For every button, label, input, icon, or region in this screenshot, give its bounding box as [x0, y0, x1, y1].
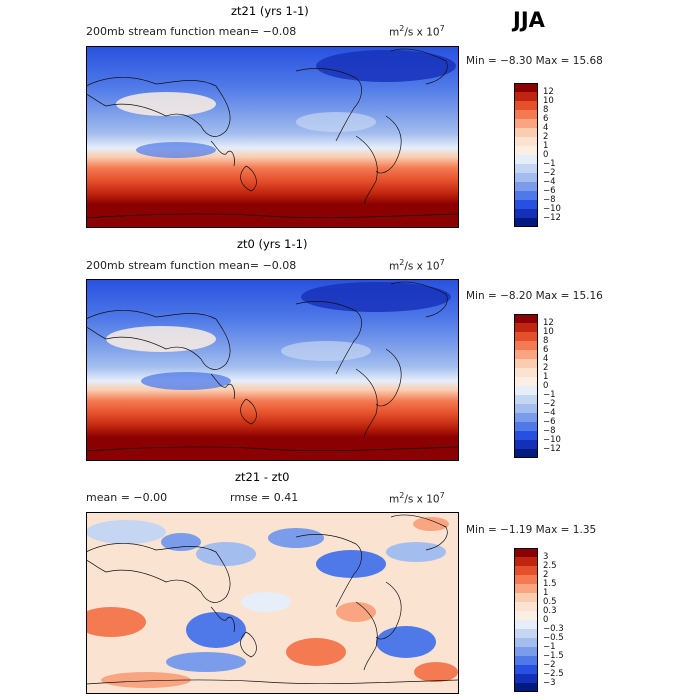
panel3-map: [86, 512, 459, 694]
panel2-coastlines: [86, 281, 459, 452]
panel2-units: m2/s x 107: [389, 258, 445, 273]
panel1-tick: 6: [543, 114, 549, 124]
panel2-tick: −12: [543, 444, 561, 454]
panel1-min-max: Min = −8.30 Max = 15.68: [466, 55, 603, 67]
panel2-tick: 1: [543, 372, 549, 382]
panel1-blob-arctic: [316, 50, 456, 82]
panel3-tick: 0: [543, 615, 549, 625]
panel1-blob-indian: [136, 142, 216, 158]
panel1-colorbar: [514, 83, 538, 227]
panel3-tick: 2.5: [543, 561, 557, 571]
panel1-blob-asia: [116, 92, 216, 116]
panel3-tick: 0.3: [543, 606, 557, 616]
panel1-tick: 4: [543, 123, 549, 133]
panel1-tick: −4: [543, 177, 556, 187]
panel3-mean: mean = −0.00: [86, 491, 168, 504]
panel2-subtitle: 200mb stream function mean= −0.08: [86, 259, 297, 272]
panel3-title: zt21 - zt0: [235, 470, 290, 484]
panel3-tick: −0.3: [543, 624, 564, 634]
panel1-subtitle: 200mb stream function mean= −0.08: [86, 25, 297, 38]
panel1-tick: −1: [543, 159, 556, 169]
panel2-blob-indian: [141, 372, 231, 390]
panel1-tick: 0: [543, 150, 549, 160]
panel1-tick: −6: [543, 186, 556, 196]
panel1-tick: 8: [543, 105, 549, 115]
panel2-tick: 2: [543, 363, 549, 373]
panel1-tick: −12: [543, 213, 561, 223]
panel2-tick: 10: [543, 327, 554, 337]
panel2-tick: −6: [543, 417, 556, 427]
panel2-tick: 8: [543, 336, 549, 346]
panel2-tick: −10: [543, 435, 561, 445]
panel3-colorbar: [514, 548, 538, 692]
panel3-tick: 2: [543, 570, 549, 580]
panel3-tick: 1.5: [543, 579, 557, 589]
panel1-units: m2/s x 107: [389, 24, 445, 39]
panel3-tick: 0.5: [543, 597, 557, 607]
panel2-tick: 4: [543, 354, 549, 364]
panel3-tick: −0.5: [543, 633, 564, 643]
panel1-colorbar-swatches: [514, 83, 538, 227]
season-label: JJA: [513, 8, 545, 32]
panel1-tick: 2: [543, 132, 549, 142]
panel3-colorbar-swatches: [514, 548, 538, 692]
panel1-tick: −10: [543, 204, 561, 214]
panel3-rmse: rmse = 0.41: [230, 491, 299, 504]
panel1-coastlines: [86, 48, 459, 219]
panel3-tick: −1.5: [543, 651, 564, 661]
panel2-min-max: Min = −8.20 Max = 15.16: [466, 290, 603, 302]
panel2-tick: −4: [543, 408, 556, 418]
panel2-tick: −2: [543, 399, 556, 409]
panel3-units: m2/s x 107: [389, 491, 445, 506]
panel2-blob-asia: [106, 326, 216, 352]
panel1-tick: −8: [543, 195, 556, 205]
panel2-tick: 6: [543, 345, 549, 355]
panel1-tick: 10: [543, 96, 554, 106]
panel3-tick: −1: [543, 642, 556, 652]
panel1-tick: −2: [543, 168, 556, 178]
panel3-coastlines: [86, 514, 459, 685]
panel1-title: zt21 (yrs 1-1): [231, 4, 309, 18]
panel2-colorbar: [514, 314, 538, 458]
panel2-tick: −8: [543, 426, 556, 436]
panel2-map: [86, 279, 459, 461]
panel1-tick: 1: [543, 141, 549, 151]
panel2-tick: 0: [543, 381, 549, 391]
panel3-tick: 3: [543, 552, 549, 562]
panel1-map: [86, 46, 459, 228]
panel2-tick: 12: [543, 318, 554, 328]
panel1-blob-pacific: [296, 112, 376, 132]
panel1-frame: [86, 46, 459, 228]
panel2-frame: [86, 279, 459, 461]
panel2-blob-pacific: [281, 341, 371, 361]
panel3-anomaly-blobs: [86, 517, 458, 688]
panel3-tick: −3: [543, 678, 556, 688]
panel3-tick: 1: [543, 588, 549, 598]
panel3-tick: −2.5: [543, 669, 564, 679]
panel2-colorbar-swatches: [514, 314, 538, 458]
panel3-min-max: Min = −1.19 Max = 1.35: [466, 524, 597, 536]
panel3-frame: [86, 512, 459, 694]
panel3-tick: −2: [543, 660, 556, 670]
panel2-tick: −1: [543, 390, 556, 400]
panel1-tick: 12: [543, 87, 554, 97]
panel2-title: zt0 (yrs 1-1): [237, 237, 308, 251]
